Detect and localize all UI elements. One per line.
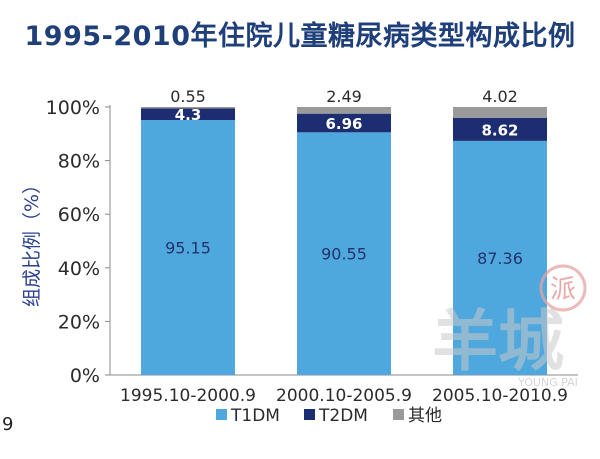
legend-item-other-label: 其他 (408, 406, 442, 426)
chart-title: 1995-2010年住院儿童糖尿病类型构成比例 (24, 21, 576, 52)
y-tick-label: 80% (58, 151, 100, 173)
data-label-other: 0.55 (170, 87, 206, 106)
y-tick-label: 20% (58, 311, 100, 333)
bar-segment-t1dm (297, 132, 391, 375)
legend-item-t1dm-swatch (216, 409, 227, 420)
bar-segment-other (141, 107, 235, 109)
data-label-t1dm: 90.55 (321, 245, 367, 264)
bar-segment-t2dm (141, 108, 235, 120)
bar-segment-t2dm (453, 117, 547, 141)
bar-segment-other (297, 107, 391, 114)
data-label-t2dm: 6.96 (325, 115, 362, 133)
y-tick-label: 60% (58, 204, 100, 226)
y-axis-label: 组成比例（%） (21, 175, 43, 307)
x-tick-label: 1995.10-2000.9 (120, 386, 256, 406)
data-label-other: 4.02 (482, 87, 518, 106)
bar-segment-other (453, 107, 547, 118)
y-tick-label: 100% (46, 97, 100, 119)
y-tick-label: 40% (58, 258, 100, 280)
legend-item-t2dm-swatch (304, 409, 315, 420)
legend-item-other-swatch (393, 409, 404, 420)
data-label-t1dm: 95.15 (165, 238, 211, 257)
legend-item-t1dm-label: T1DM (230, 406, 280, 426)
bar-segment-t2dm (297, 113, 391, 133)
bar-segment-t1dm (141, 119, 235, 375)
data-label-other: 2.49 (326, 87, 362, 106)
y-tick-label: 0% (70, 365, 100, 387)
bar-segment-t1dm (453, 140, 547, 375)
data-label-t2dm: 4.3 (175, 106, 202, 124)
data-label-t1dm: 87.36 (477, 249, 523, 268)
x-tick-label: 2005.10-2010.9 (432, 386, 568, 406)
page-number: 9 (2, 414, 14, 435)
legend-item-t2dm-label: T2DM (318, 406, 368, 426)
data-label-t2dm: 8.62 (481, 121, 518, 139)
x-tick-label: 2000.10-2005.9 (276, 386, 412, 406)
